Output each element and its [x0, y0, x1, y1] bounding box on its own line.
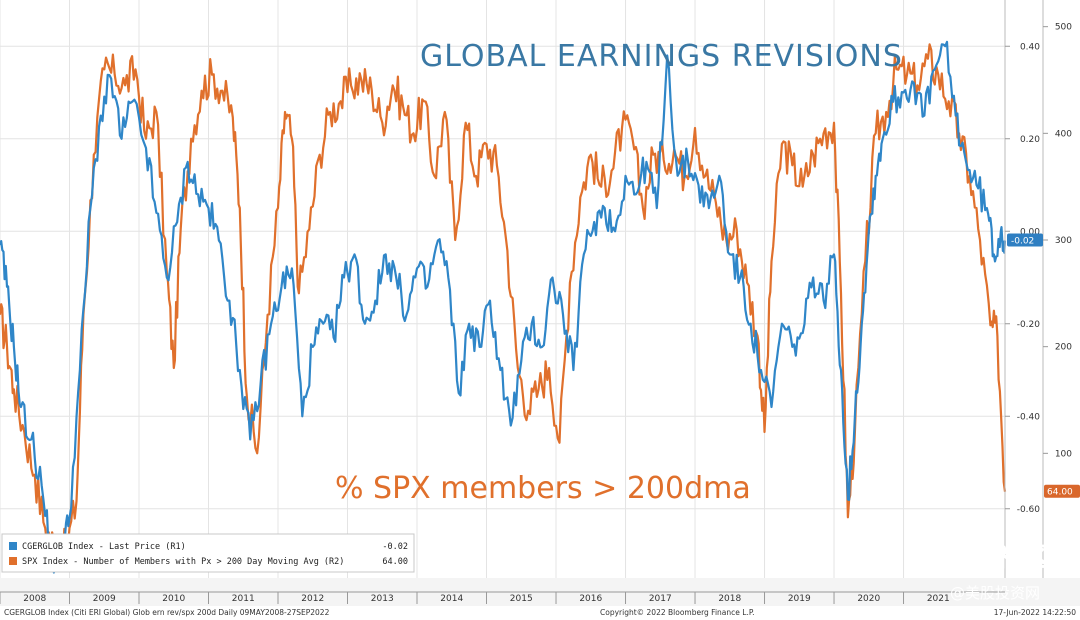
series-annotation: % SPX members > 200dma — [335, 471, 751, 506]
watermark: 老虎社区 @美股投资网 — [907, 541, 1049, 602]
x-tick-label: 2010 — [162, 594, 185, 604]
legend-label-blue: CGERGLOB Index - Last Price (R1) — [22, 542, 186, 552]
orange-tag-label: 64.00 — [1047, 488, 1073, 498]
x-tick-label: 2009 — [93, 594, 116, 604]
paw-speech-bubble-icon — [907, 541, 937, 571]
x-tick-label: 2018 — [718, 594, 741, 604]
x-tick-label: 2011 — [232, 594, 255, 604]
x-axis: 2008 2009 2010 2011 2012 2013 2014 2015 2016 2017… — [0, 592, 950, 604]
legend-value-blue: -0.02 — [382, 542, 408, 552]
watermark-sub: @美股投资网 — [950, 584, 1040, 602]
legend-swatch-orange — [9, 557, 17, 565]
blue-tag-box — [1007, 233, 1043, 247]
r1-tick-label: -0.60 — [1017, 505, 1041, 515]
x-tick-label: 2020 — [857, 594, 880, 604]
blue-last-value-tag: -0.02 — [1007, 233, 1043, 247]
r1-axis: 0.40 0.20 0.00 -0.20 -0.40 -0.60 — [1005, 42, 1040, 515]
x-tick-label: 2016 — [579, 594, 602, 604]
r2-tick-label: 500 — [1055, 23, 1072, 33]
chart-title: GLOBAL EARNINGS REVISIONS — [420, 39, 903, 74]
r1-tick-label: 0.20 — [1020, 135, 1040, 145]
series-layer — [0, 40, 1007, 574]
footer-source: CGERGLOB Index (Citi ERI Global) Glob er… — [4, 608, 330, 617]
r2-tick-label: 300 — [1055, 236, 1072, 246]
blue-tag-label: -0.02 — [1011, 237, 1034, 247]
legend-value-orange: 64.00 — [382, 557, 408, 567]
r1-tick-label: -0.20 — [1017, 320, 1041, 330]
r1-tick-label: 0.00 — [1020, 227, 1040, 237]
x-tick-label: 2015 — [510, 594, 533, 604]
legend-swatch-blue — [9, 542, 17, 550]
r1-tick-label: 0.40 — [1020, 42, 1040, 52]
r2-tick-label: 100 — [1055, 449, 1072, 459]
footer-copyright: Copyright© 2022 Bloomberg Finance L.P. — [600, 608, 755, 617]
r2-axis: 500 400 300 200 100 — [1043, 23, 1072, 459]
series-line-cgerglob — [0, 40, 1007, 574]
x-tick-label: 2008 — [23, 594, 46, 604]
x-tick-label: 2014 — [440, 594, 463, 604]
legend-box — [1, 533, 415, 573]
footer-timestamp: 17-Jun-2022 14:22:50 — [994, 608, 1076, 617]
r2-tick-label: 400 — [1055, 129, 1072, 139]
legend: CGERGLOB Index - Last Price (R1) -0.02 S… — [1, 533, 415, 573]
r1-tick-label: -0.40 — [1017, 412, 1041, 422]
x-tick-label: 2013 — [371, 594, 394, 604]
orange-tag-box — [1044, 484, 1080, 498]
x-tick-label: 2017 — [649, 594, 672, 604]
x-tick-label: 2021 — [927, 594, 950, 604]
legend-label-orange: SPX Index - Number of Members with Px > … — [22, 557, 344, 567]
orange-last-value-tag: 64.00 — [1044, 484, 1080, 498]
x-tick-label: 2012 — [301, 594, 324, 604]
x-tick-label: 2019 — [788, 594, 811, 604]
r2-tick-label: 200 — [1055, 343, 1072, 353]
watermark-main: 老虎社区 — [945, 542, 1049, 573]
